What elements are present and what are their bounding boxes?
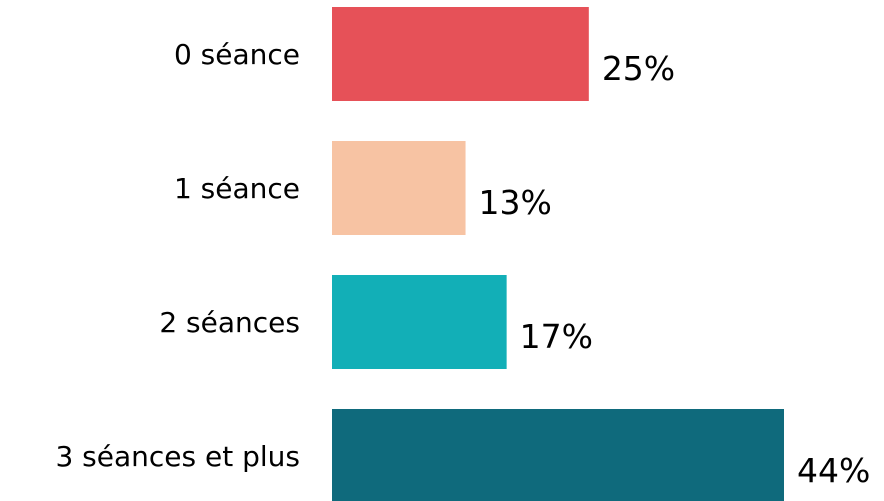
- bar-0: [332, 7, 589, 101]
- value-label-1: 13%: [479, 183, 552, 222]
- bar-3: [332, 409, 784, 501]
- category-label-3: 3 séances et plus: [55, 440, 300, 473]
- value-label-0: 25%: [602, 49, 675, 88]
- category-label-1: 1 séance: [174, 172, 300, 205]
- bar-1: [332, 141, 466, 235]
- bar-2: [332, 275, 507, 369]
- value-label-3: 44%: [797, 451, 870, 490]
- category-label-0: 0 séance: [174, 38, 300, 71]
- category-label-2: 2 séances: [159, 306, 300, 339]
- value-label-2: 17%: [520, 317, 593, 356]
